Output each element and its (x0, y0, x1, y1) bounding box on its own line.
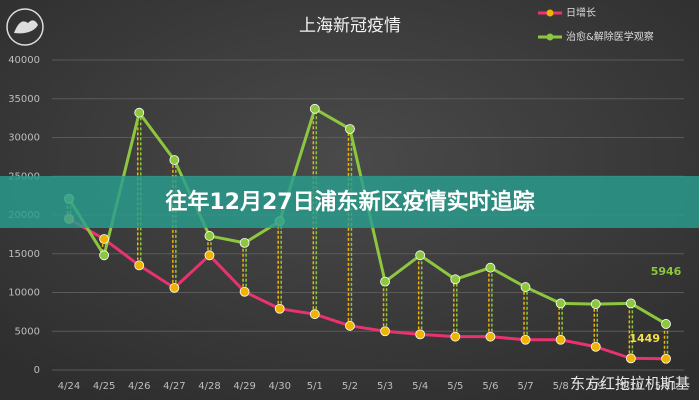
point (345, 320, 355, 331)
x-tick-label: 5/7 (517, 381, 533, 392)
x-tick-label: 4/28 (198, 381, 220, 392)
point (625, 298, 636, 309)
point (345, 124, 355, 134)
x-tick-label: 4/27 (163, 381, 185, 392)
point (415, 250, 426, 261)
point (555, 298, 566, 309)
x-tick-label: 4/24 (58, 381, 80, 392)
x-tick-label: 4/29 (233, 381, 255, 392)
legend-marker (546, 9, 554, 17)
data-label: 1449 (629, 332, 660, 345)
x-tick-label: 4/30 (268, 381, 290, 392)
chart-title: 上海新冠疫情 (299, 16, 401, 36)
point (590, 341, 601, 352)
y-tick-label: 15000 (8, 249, 40, 260)
point (625, 353, 636, 364)
y-tick-label: 10000 (8, 288, 40, 299)
point (204, 250, 215, 261)
banner-text: 往年12月27日浦东新区疫情实时追踪 (165, 189, 534, 215)
x-tick-label: 4/26 (128, 381, 150, 392)
point (555, 334, 566, 345)
x-tick-label: 5/5 (447, 381, 463, 392)
point (520, 282, 531, 292)
point (99, 234, 110, 244)
series-line (68, 217, 667, 361)
point (239, 237, 250, 248)
point (134, 260, 145, 271)
x-tick-label: 5/10 (620, 381, 642, 392)
point (309, 309, 320, 320)
point (415, 329, 426, 340)
legend-label: 治愈&解除医学观察 (566, 30, 654, 43)
x-tick-label: 5/11 (655, 381, 677, 392)
point (661, 319, 671, 329)
x-tick-label: 4/25 (93, 381, 115, 392)
y-tick-label: 35000 (8, 94, 40, 105)
logo (6, 8, 44, 46)
x-tick-label: 5/1 (307, 381, 323, 392)
point (380, 326, 390, 337)
x-tick-label: 5/6 (482, 381, 498, 392)
point (380, 276, 390, 287)
point (309, 103, 320, 114)
point (520, 334, 531, 345)
point (169, 155, 180, 165)
point (239, 286, 250, 297)
point (99, 250, 110, 261)
point (450, 274, 461, 285)
y-tick-label: 40000 (8, 55, 40, 66)
point (450, 331, 461, 342)
legend-marker (546, 33, 554, 41)
point (485, 331, 496, 342)
x-tick-label: 5/8 (553, 381, 569, 392)
banner-band (0, 176, 699, 228)
point (204, 231, 215, 241)
point (590, 299, 601, 310)
data-label: 5946 (651, 265, 682, 278)
point (661, 353, 671, 364)
point (485, 262, 496, 273)
y-tick-label: 5000 (15, 326, 40, 337)
point (274, 303, 285, 314)
legend-label: 日增长 (566, 6, 596, 19)
x-tick-label: 5/3 (377, 381, 393, 392)
watermark: 东方红拖拉机斯基 (570, 375, 690, 393)
x-tick-label: 5/9 (588, 381, 604, 392)
point (169, 282, 180, 293)
y-tick-label: 30000 (8, 133, 40, 144)
y-tick-label: 0 (34, 365, 40, 376)
x-tick-label: 5/4 (412, 381, 428, 392)
point (134, 107, 145, 118)
x-tick-label: 5/2 (342, 381, 358, 392)
